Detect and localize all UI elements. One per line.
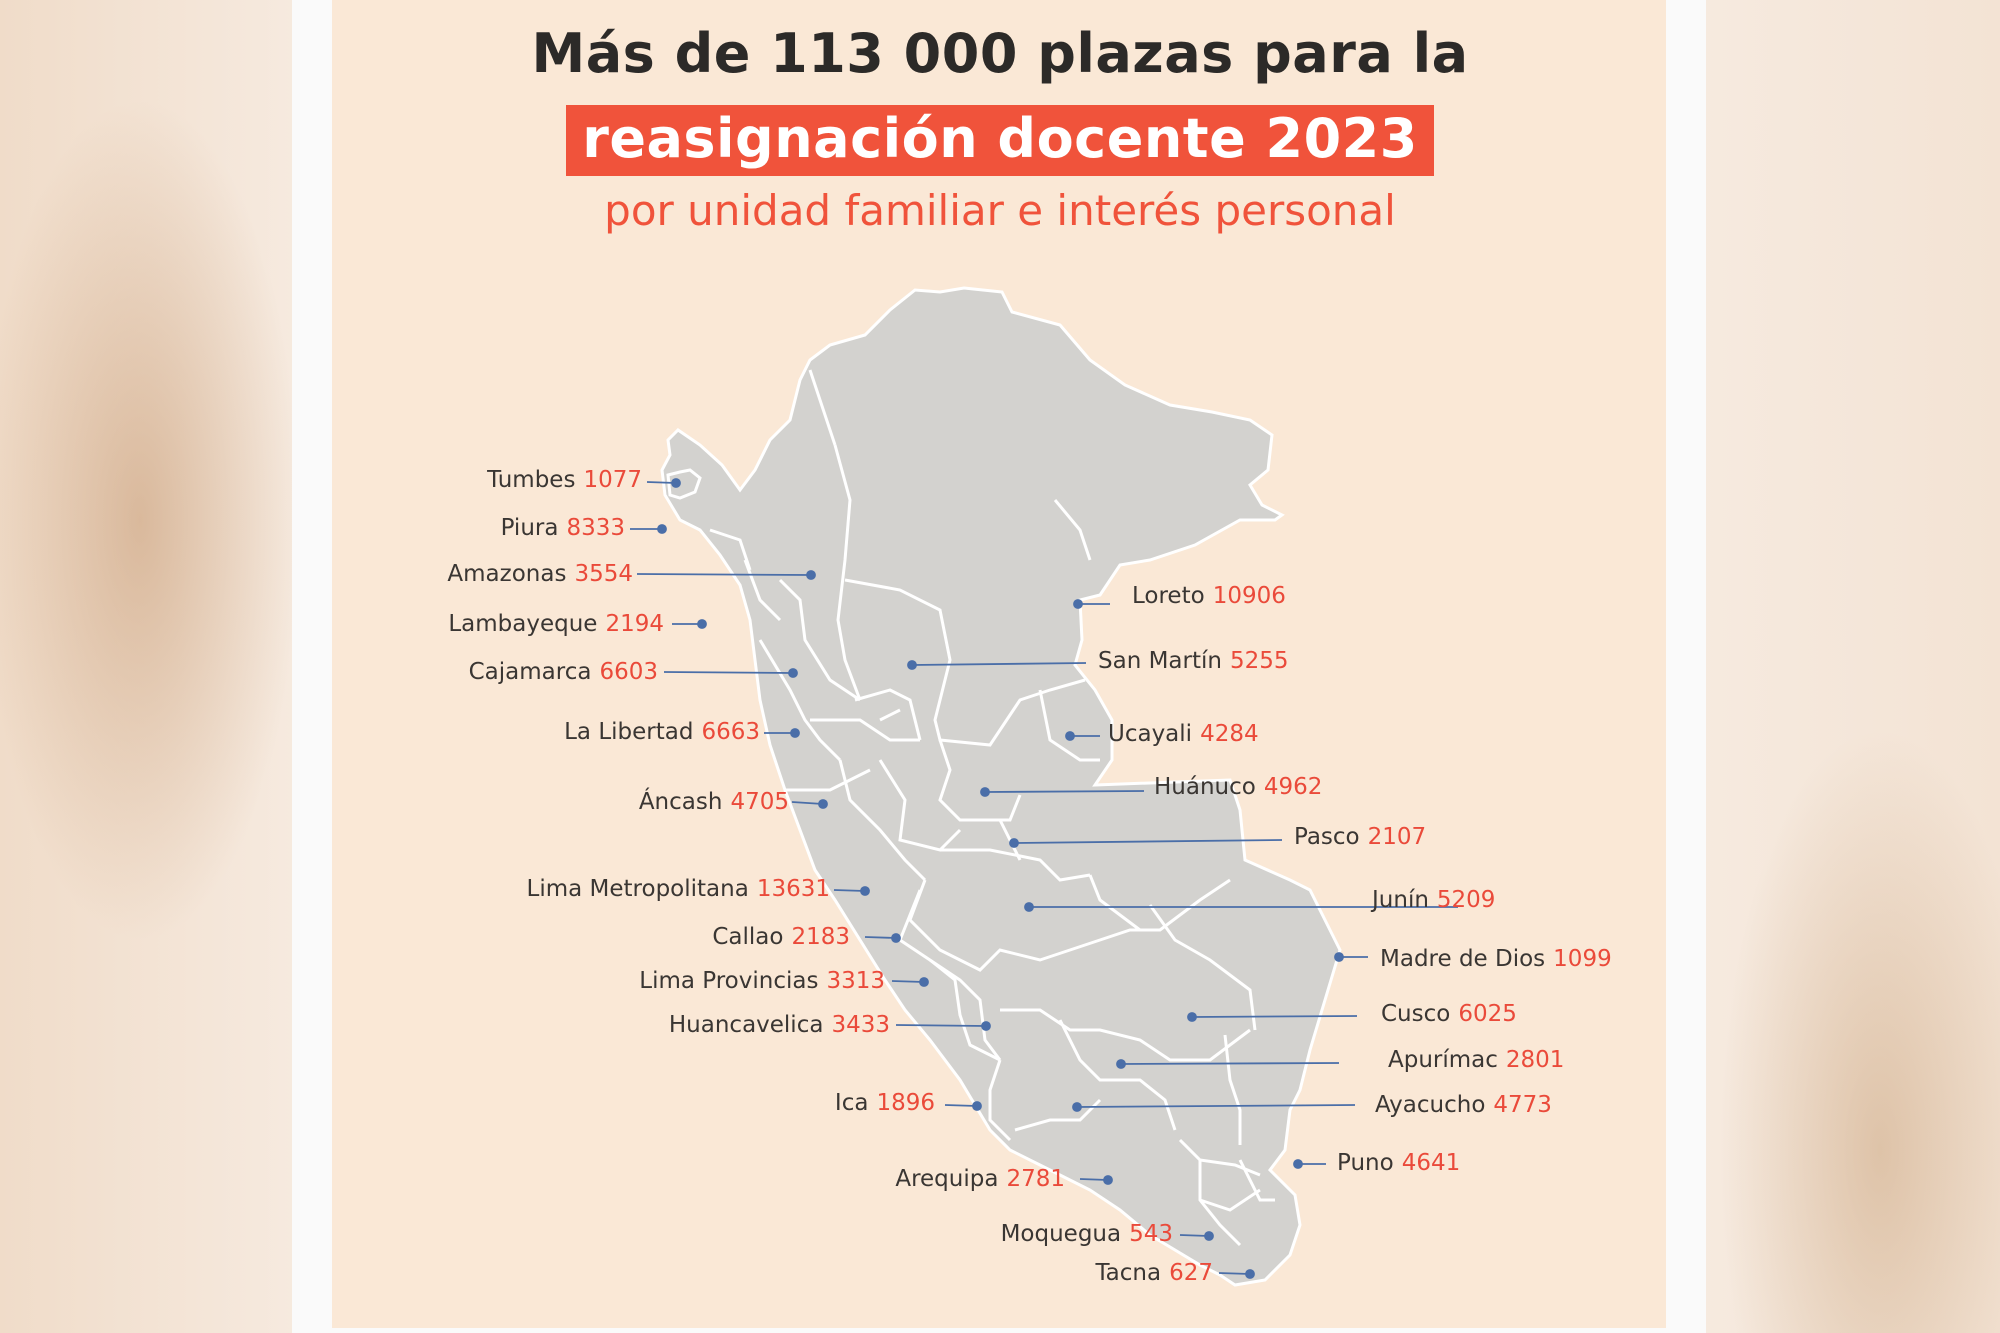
label-amazonas: Amazonas 3554 — [447, 561, 633, 587]
label-ica: Ica 1896 — [834, 1090, 935, 1116]
title-line-1: Más de 113 000 plazas para la — [531, 22, 1469, 85]
label-ucayali: Ucayali 4284 — [1108, 721, 1259, 747]
label-la-libertad: La Libertad 6663 — [564, 719, 760, 745]
label-lima-provincias: Lima Provincias 3313 — [639, 968, 885, 994]
label-huanuco: Huánuco 4962 — [1154, 774, 1323, 800]
label-arequipa: Arequipa 2781 — [895, 1166, 1065, 1192]
label-ancash: Áncash 4705 — [638, 789, 789, 815]
label-lima-metropolitana: Lima Metropolitana 13631 — [526, 876, 830, 902]
label-tacna: Tacna 627 — [1095, 1260, 1213, 1286]
label-lambayeque: Lambayeque 2194 — [448, 611, 664, 637]
title-highlight: reasignación docente 2023 — [566, 105, 1434, 176]
label-pasco: Pasco 2107 — [1294, 824, 1427, 850]
peru-outline — [660, 286, 1342, 1287]
region-borders — [709, 369, 1275, 1247]
label-ayacucho: Ayacucho 4773 — [1375, 1092, 1552, 1118]
label-apurimac: Apurímac 2801 — [1388, 1047, 1565, 1073]
label-huancavelica: Huancavelica 3433 — [668, 1012, 890, 1038]
label-moquegua: Moquegua 543 — [1000, 1221, 1173, 1247]
label-junin: Junín 5209 — [1372, 887, 1496, 913]
label-piura: Piura 8333 — [500, 515, 625, 541]
label-madre-de-dios: Madre de Dios 1099 — [1380, 946, 1612, 972]
leader-lines-right — [907, 599, 1458, 1169]
label-cajamarca: Cajamarca 6603 — [468, 659, 658, 685]
tumbes-shape — [666, 468, 702, 500]
label-tumbes: Tumbes 1077 — [487, 467, 642, 493]
label-puno: Puno 4641 — [1337, 1150, 1461, 1176]
label-san-martin: San Martín 5255 — [1098, 648, 1289, 674]
leader-lines-left — [630, 478, 1255, 1279]
label-callao: Callao 2183 — [712, 924, 850, 950]
label-loreto: Loreto 10906 — [1132, 583, 1286, 609]
label-cusco: Cusco 6025 — [1381, 1001, 1517, 1027]
subtitle: por unidad familiar e interés personal — [604, 186, 1396, 235]
